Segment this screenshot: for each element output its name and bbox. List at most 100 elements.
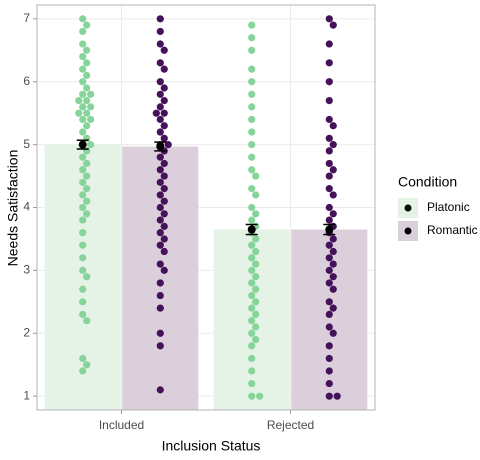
data-point — [160, 122, 168, 130]
data-point — [160, 84, 168, 92]
data-point — [79, 166, 87, 174]
data-point — [79, 191, 87, 199]
legend-dot — [404, 204, 412, 212]
data-point — [248, 103, 256, 111]
data-point — [156, 40, 164, 48]
x-tick-label: Rejected — [267, 418, 314, 432]
data-point — [325, 96, 333, 105]
data-point — [160, 235, 168, 243]
data-point — [325, 367, 333, 375]
mean-point — [325, 225, 334, 234]
data-point — [83, 197, 91, 205]
data-point — [325, 185, 333, 193]
data-point — [164, 141, 172, 149]
data-point — [156, 279, 164, 287]
data-point — [329, 247, 337, 256]
data-point — [156, 241, 164, 249]
data-point — [325, 115, 333, 124]
data-point — [325, 134, 333, 142]
data-point — [79, 115, 87, 124]
data-point — [329, 235, 337, 243]
y-tick-label: 3 — [23, 263, 30, 277]
data-point — [87, 141, 95, 149]
data-point — [325, 59, 333, 67]
data-point — [83, 46, 91, 54]
y-tick-label: 5 — [23, 137, 30, 151]
data-point — [325, 172, 333, 180]
y-axis-title: Needs Satisfaction — [5, 150, 21, 267]
data-point — [248, 241, 256, 249]
data-point — [160, 172, 168, 180]
data-point — [248, 291, 256, 300]
x-tick-label: Included — [99, 418, 144, 432]
data-point — [79, 310, 87, 319]
y-tick-label: 1 — [23, 388, 30, 402]
mean-point — [247, 225, 256, 234]
data-point — [252, 298, 260, 306]
data-point — [156, 291, 164, 300]
data-point — [156, 115, 164, 124]
data-point — [79, 241, 87, 249]
data-point — [79, 229, 87, 237]
panel-border — [36, 4, 376, 411]
data-point — [160, 247, 168, 256]
data-point — [160, 266, 168, 274]
data-point — [248, 354, 256, 363]
data-point — [325, 159, 333, 168]
data-point — [248, 90, 256, 98]
data-point — [325, 216, 333, 224]
data-point — [325, 354, 333, 363]
data-point — [248, 115, 256, 124]
data-point — [160, 65, 168, 73]
data-point — [156, 15, 164, 23]
data-point — [79, 254, 87, 262]
data-point — [83, 172, 91, 180]
data-point — [156, 386, 164, 394]
data-point — [156, 203, 164, 212]
data-point — [252, 323, 260, 331]
data-point — [325, 342, 333, 350]
data-point — [248, 153, 256, 161]
data-point — [325, 323, 333, 331]
y-tick-label: 4 — [23, 200, 30, 214]
data-point — [248, 254, 256, 262]
data-point — [248, 46, 256, 54]
data-point — [83, 109, 91, 117]
data-point — [325, 379, 333, 388]
data-point — [156, 153, 164, 161]
data-point — [79, 354, 87, 363]
data-point — [325, 254, 333, 262]
data-point — [248, 304, 256, 312]
legend-title: Condition — [398, 174, 457, 190]
data-point — [248, 216, 256, 224]
data-point — [329, 273, 337, 281]
x-axis-title: Inclusion Status — [162, 438, 261, 454]
data-point — [83, 71, 91, 80]
data-point — [156, 128, 164, 136]
data-point — [248, 317, 256, 325]
data-point — [325, 392, 333, 400]
data-point — [248, 128, 256, 136]
data-point — [325, 78, 333, 86]
data-point — [156, 103, 164, 111]
data-point — [83, 21, 91, 29]
data-point — [325, 147, 333, 155]
data-point — [79, 367, 87, 375]
data-point — [156, 90, 164, 98]
data-point — [79, 90, 87, 98]
data-point — [79, 178, 87, 186]
data-point — [160, 197, 168, 205]
data-point — [79, 266, 87, 274]
data-point — [156, 260, 164, 268]
legend-dot — [404, 227, 412, 235]
data-point — [79, 27, 87, 36]
data-point — [156, 191, 164, 199]
data-point — [252, 310, 260, 319]
data-point — [160, 134, 168, 142]
data-point — [79, 103, 87, 111]
data-point — [325, 266, 333, 274]
data-point — [156, 216, 164, 224]
data-point — [248, 279, 256, 287]
data-point — [83, 96, 91, 105]
